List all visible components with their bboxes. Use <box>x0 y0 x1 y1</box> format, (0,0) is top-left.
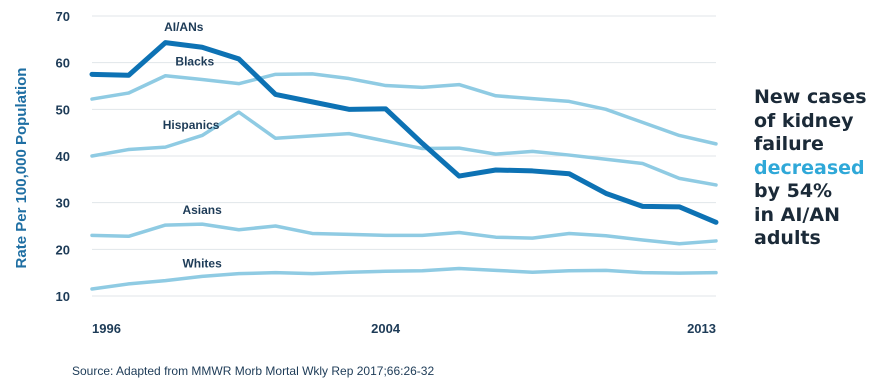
y-tick-label: 30 <box>56 196 70 211</box>
series-labels: AI/ANs Blacks Hispanics Asians Whites <box>163 20 222 270</box>
x-tick-label: 2013 <box>687 321 716 336</box>
y-tick-label: 20 <box>56 242 70 257</box>
callout-line-7: adults <box>754 227 821 249</box>
callout-line-6: in AI/AN <box>754 203 840 226</box>
gridlines <box>92 15 716 297</box>
y-axis-label: Rate Per 100,000 Population <box>13 68 30 269</box>
series-line-hispanics <box>90 110 718 187</box>
callout-line-5: by 54% <box>754 180 833 202</box>
y-tick-label: 50 <box>56 102 70 117</box>
series-line-blacks <box>90 72 718 146</box>
series-line-whites <box>90 266 718 291</box>
y-tick-label: 60 <box>56 56 70 71</box>
callout-line-2: of kidney <box>754 109 854 132</box>
y-tick-label: 70 <box>56 9 70 24</box>
callout-line-3: failure <box>754 133 824 155</box>
x-tick-labels: 1996 2004 2013 <box>92 321 716 336</box>
series-label: Whites <box>182 256 222 270</box>
series-line-asians <box>90 222 718 246</box>
callout-text: New cases of kidney failure decreased by… <box>754 86 889 251</box>
callout-highlight: decreased <box>754 156 865 179</box>
source-note: Source: Adapted from MMWR Morb Mortal Wk… <box>72 364 435 378</box>
series-label: Blacks <box>175 55 214 69</box>
series-lines <box>89 40 719 291</box>
x-tick-label: 1996 <box>92 321 121 336</box>
callout-line-1: New cases <box>754 86 867 108</box>
x-tick-label: 2004 <box>371 321 401 336</box>
y-tick-label: 10 <box>56 289 70 304</box>
y-tick-labels: 10 20 30 40 50 60 70 <box>56 9 70 304</box>
y-tick-label: 40 <box>56 149 70 164</box>
series-label: AI/ANs <box>164 20 204 34</box>
series-line-ai-ans <box>89 40 719 225</box>
series-label: Asians <box>182 203 222 217</box>
series-label: Hispanics <box>163 118 220 132</box>
